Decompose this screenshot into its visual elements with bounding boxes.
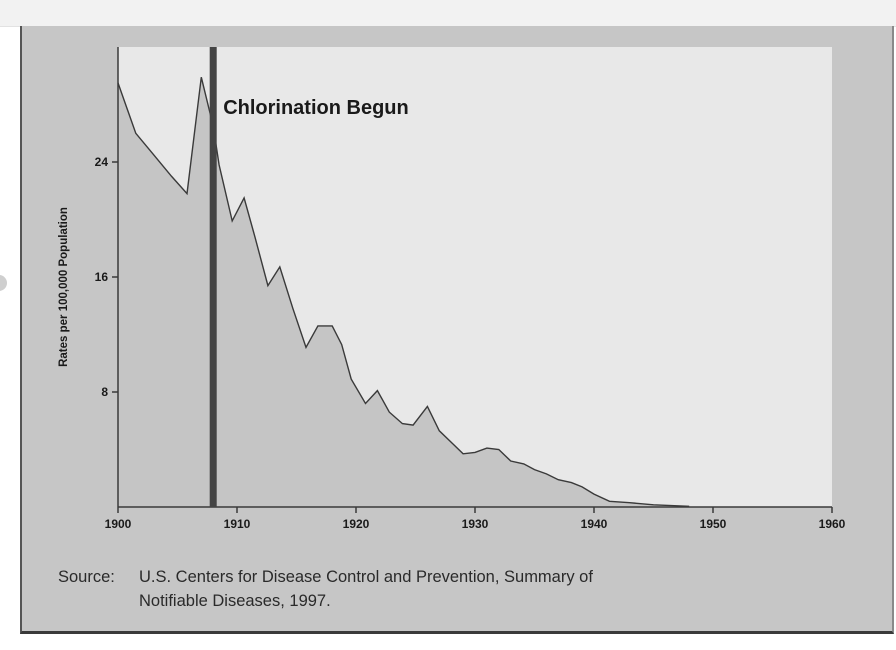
x-tick-label: 1900 <box>105 517 132 531</box>
y-tick-label: 8 <box>101 385 108 399</box>
x-tick-label: 1950 <box>700 517 727 531</box>
chlorination-marker-line <box>209 47 217 507</box>
top-toolbar-strip <box>0 0 896 27</box>
source-text-line1: U.S. Centers for Disease Control and Pre… <box>139 568 593 586</box>
source-label: Source: <box>58 568 115 586</box>
y-tick-label: 16 <box>95 270 109 284</box>
y-axis-label: Rates per 100,000 Population <box>58 207 70 367</box>
series-line <box>117 77 690 507</box>
typhoid-chart: 1900 1910 1920 1930 1940 1950 1960 8 16 24 Rates p… <box>58 47 846 531</box>
x-tick-label: 1920 <box>343 517 370 531</box>
x-tick-label: 1940 <box>581 517 608 531</box>
source-text-line2: Notifiable Diseases, 1997. <box>139 592 331 610</box>
x-tick-label: 1930 <box>462 517 489 531</box>
chart-panel: 1900 1910 1920 1930 1940 1950 1960 8 16 24 Rates p… <box>20 26 894 634</box>
x-tick-label: 1910 <box>224 517 251 531</box>
chlorination-annotation-label: Chlorination Begun <box>223 97 409 119</box>
series-area <box>118 77 690 507</box>
y-tick-label: 24 <box>95 155 109 169</box>
x-tick-label: 1960 <box>819 517 846 531</box>
source-note: Source: U.S. Centers for Disease Control … <box>58 565 593 613</box>
left-nav-handle[interactable] <box>0 275 7 291</box>
